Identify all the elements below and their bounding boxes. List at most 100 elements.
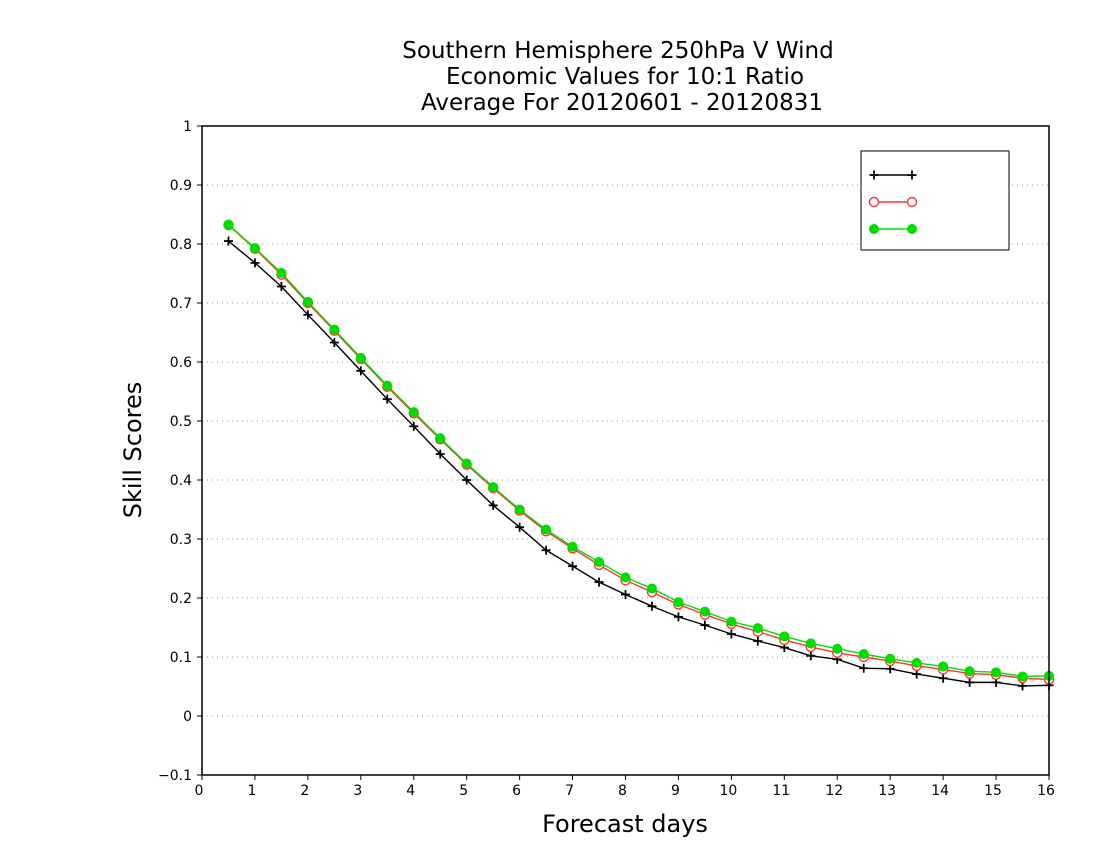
series-1-point — [912, 669, 922, 679]
series-3-point — [223, 219, 234, 230]
y-tick-label: 0.7 — [170, 296, 192, 312]
series-1-point — [409, 421, 419, 431]
series-1-point — [726, 629, 736, 639]
x-tick-label: 10 — [719, 783, 737, 799]
series-1-point — [568, 561, 578, 571]
series-2 — [223, 219, 1055, 685]
x-tick-label: 8 — [618, 783, 627, 799]
chart-title-line-2: Economic Values for 10:1 Ratio — [446, 64, 804, 90]
series-3-point — [249, 243, 260, 254]
y-tick-label: 0.2 — [170, 591, 192, 607]
series-3-point — [1017, 671, 1028, 682]
series-3-point — [567, 541, 578, 552]
series-3-point — [726, 616, 737, 627]
series-3-point — [435, 433, 446, 444]
chart-title-line-1: Southern Hemisphere 250hPa V Wind — [402, 38, 833, 64]
series-3-point — [673, 597, 684, 608]
series-3-point — [805, 638, 816, 649]
x-tick-label: 2 — [300, 783, 309, 799]
x-tick-label: 4 — [406, 783, 415, 799]
x-tick-label: 9 — [671, 783, 680, 799]
y-tick-label: 0.5 — [170, 414, 192, 430]
y-tick-label: 0.9 — [170, 178, 192, 194]
series-1-point — [700, 620, 710, 630]
x-tick-label: 7 — [565, 783, 574, 799]
series-3-point — [779, 631, 790, 642]
series-3-point — [646, 583, 657, 594]
plot-frame — [201, 125, 1050, 776]
series-1 — [223, 236, 1054, 691]
series-3-point — [699, 606, 710, 617]
series-3-point — [594, 557, 605, 568]
grid — [202, 184, 1049, 717]
series-3-point — [911, 657, 922, 668]
series-1-point — [753, 636, 763, 646]
y-axis-label: Skill Scores — [119, 382, 147, 519]
series-3 — [223, 219, 1054, 682]
series-2-line — [228, 224, 1050, 681]
x-tick-label: 11 — [772, 783, 790, 799]
series-3-point — [620, 572, 631, 583]
series-1-point — [621, 589, 630, 599]
series-3-point — [858, 649, 869, 660]
y-tick-label: 0.3 — [170, 532, 192, 548]
series-3-point — [276, 267, 287, 278]
legend-entry-1 — [869, 170, 917, 180]
y-tick-label: 0.4 — [170, 473, 192, 489]
x-tick-label: 15 — [984, 783, 1002, 799]
series-1-point — [382, 394, 392, 404]
legend-box — [860, 150, 1010, 251]
series-1-point — [329, 338, 339, 348]
series-1-point — [965, 677, 975, 687]
series-1-point — [250, 258, 260, 268]
x-axis-ticks: 0 1 2 3 4 5 6 7 8 9 10 11 12 13 14 15 16 — [195, 775, 1055, 799]
legend-marker — [868, 196, 880, 208]
series-1-point — [435, 449, 445, 459]
legend-marker — [906, 196, 918, 208]
series-3-point — [488, 482, 499, 493]
legend-marker — [869, 170, 879, 180]
series-1-point — [462, 475, 472, 485]
series-3-point — [991, 667, 1002, 678]
series-3-point — [752, 623, 763, 634]
series-1-point — [488, 500, 498, 510]
chart-title-line-3: Average For 20120601 - 20120831 — [421, 90, 823, 116]
plot-series — [223, 219, 1055, 691]
x-tick-label: 6 — [512, 783, 521, 799]
x-tick-label: 14 — [931, 783, 949, 799]
y-tick-label: 0.1 — [170, 650, 192, 666]
x-tick-label: 12 — [825, 783, 843, 799]
y-tick-label: 0.8 — [170, 237, 192, 253]
y-tick-label: 0.6 — [170, 355, 192, 371]
series-3-point — [938, 661, 949, 672]
series-1-point — [223, 236, 233, 246]
legend-marker — [907, 224, 917, 234]
series-3-line — [228, 224, 1050, 678]
x-tick-label: 16 — [1037, 783, 1055, 799]
series-3-point — [964, 666, 975, 677]
series-3-point — [382, 380, 393, 391]
legend-marker — [869, 224, 879, 234]
series-3-point — [885, 653, 896, 664]
series-3-point — [461, 458, 472, 469]
y-tick-label: 1 — [183, 119, 192, 135]
series-1-point — [938, 673, 948, 683]
series-3-point — [408, 407, 419, 418]
y-axis-ticks: −0.1 0 0.1 0.2 0.3 0.4 0.5 0.6 0.7 0.8 0.9 1 — [158, 119, 202, 784]
series-1-point — [806, 651, 816, 661]
series-3-point — [832, 643, 843, 654]
series-1-point — [594, 577, 604, 587]
series-1-point — [303, 310, 313, 320]
legend-entry-2 — [868, 196, 918, 208]
series-3-point — [302, 296, 313, 307]
series-3-point — [541, 524, 552, 535]
series-3-point — [514, 504, 525, 515]
series-3-point — [329, 324, 340, 335]
series-1-point — [276, 281, 286, 291]
series-1-point — [859, 663, 869, 673]
x-axis-label: Forecast days — [542, 810, 708, 838]
x-tick-label: 0 — [195, 783, 204, 799]
series-1-point — [673, 612, 683, 622]
series-1-point — [356, 366, 366, 376]
x-tick-label: 1 — [247, 783, 256, 799]
